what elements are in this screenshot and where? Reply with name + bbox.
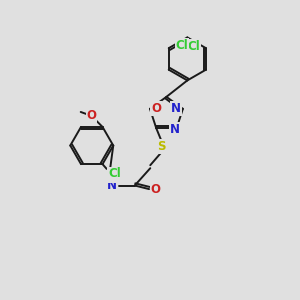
Text: Cl: Cl [176, 39, 188, 52]
Text: N: N [107, 179, 117, 192]
Text: O: O [151, 102, 161, 115]
Text: H: H [108, 172, 116, 182]
Text: S: S [158, 140, 166, 153]
Text: N: N [170, 123, 180, 136]
Text: Cl: Cl [108, 167, 121, 181]
Text: O: O [86, 110, 97, 122]
Text: N: N [171, 102, 181, 115]
Text: Cl: Cl [187, 40, 200, 53]
Text: O: O [151, 183, 160, 196]
